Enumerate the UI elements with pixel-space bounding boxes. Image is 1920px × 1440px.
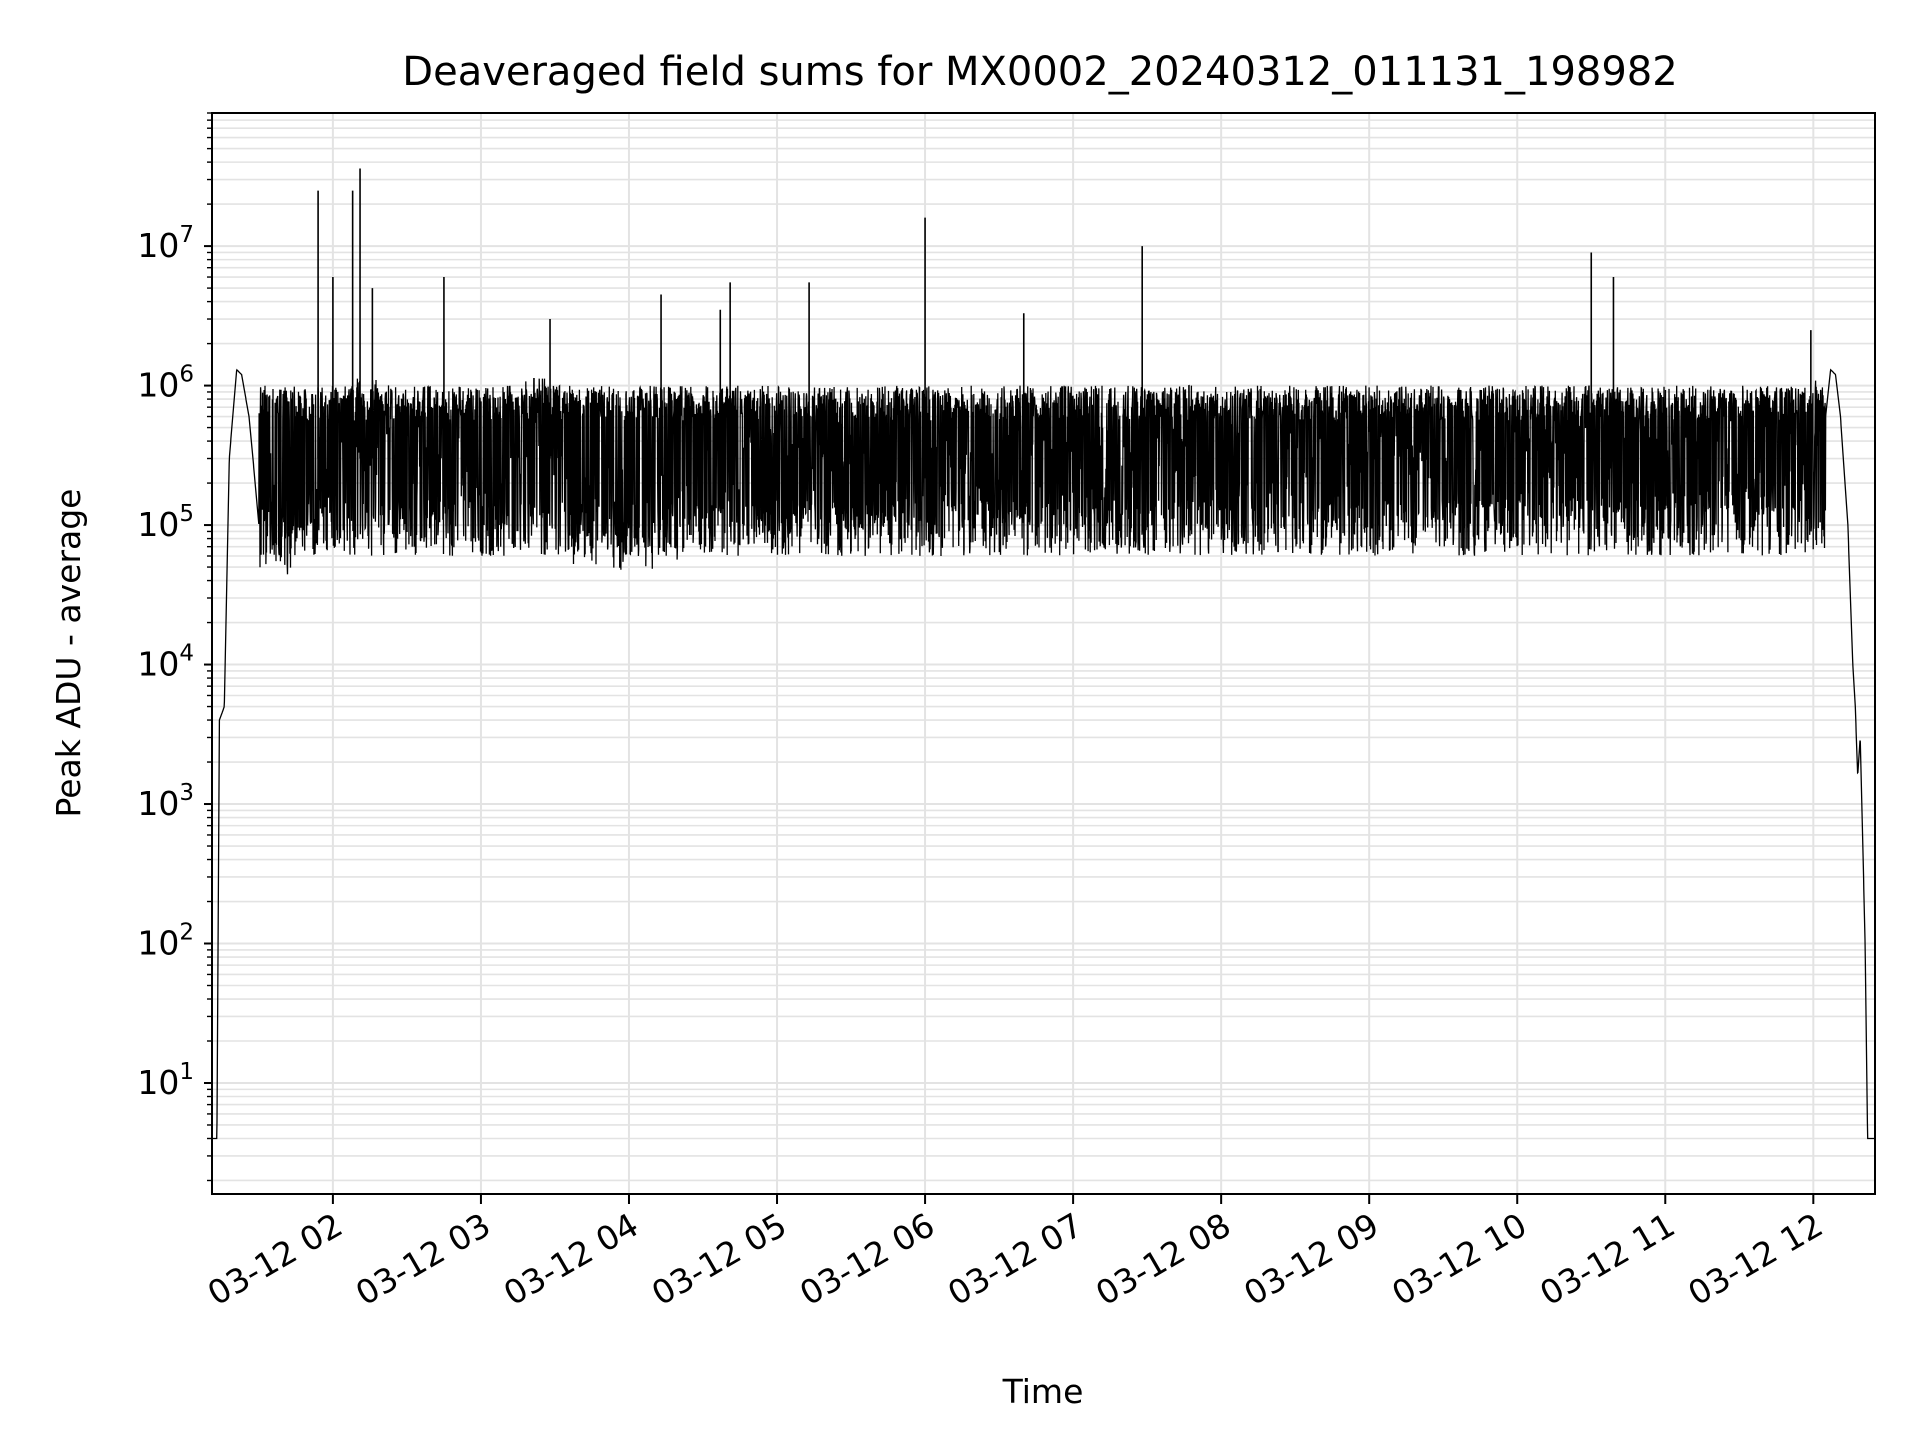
series-line <box>212 368 1875 1140</box>
y-tick-base: 10 <box>137 645 179 684</box>
y-tick-exponent: 2 <box>179 920 194 946</box>
y-tick-base: 10 <box>137 784 179 823</box>
y-tick-base: 10 <box>137 1063 179 1102</box>
y-tick-exponent: 5 <box>179 501 194 527</box>
y-tick-label: 103 <box>137 780 194 823</box>
y-tick-exponent: 4 <box>179 641 194 667</box>
y-tick-exponent: 1 <box>179 1059 194 1085</box>
y-tick-base: 10 <box>137 505 179 544</box>
y-tick-base: 10 <box>137 226 179 265</box>
y-tick-exponent: 3 <box>179 780 194 806</box>
y-tick-label: 107 <box>137 222 194 265</box>
y-tick-label: 105 <box>137 501 194 544</box>
y-tick-exponent: 7 <box>179 222 194 248</box>
chart-title: Deaveraged field sums for MX0002_2024031… <box>402 49 1677 95</box>
y-tick-label: 106 <box>137 362 194 405</box>
y-axis-label: Peak ADU - average <box>49 489 88 818</box>
y-tick-base: 10 <box>137 366 179 405</box>
y-tick-base: 10 <box>137 924 179 963</box>
series-layer <box>212 168 1875 1140</box>
y-tick-exponent: 6 <box>179 362 194 388</box>
y-tick-label: 104 <box>137 641 194 684</box>
y-tick-label: 101 <box>137 1059 194 1102</box>
x-axis-label: Time <box>1002 1372 1084 1411</box>
plot-frame <box>211 112 1876 1195</box>
y-tick-label: 102 <box>137 920 194 963</box>
